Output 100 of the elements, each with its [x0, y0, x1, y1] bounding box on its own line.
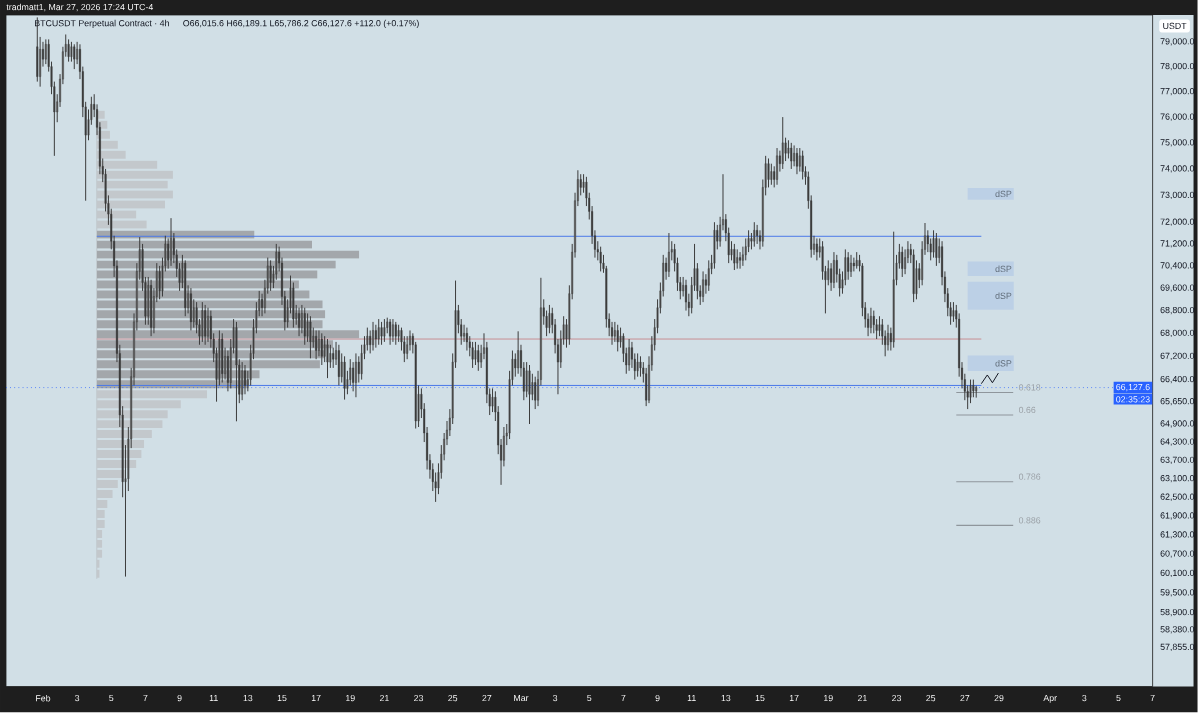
x-tick-label: 5 [109, 695, 114, 702]
bar [96, 520, 105, 529]
candlestick [326, 338, 329, 379]
candlestick [781, 116, 784, 170]
bar [96, 500, 108, 509]
y-tick-label: 60,100.0 [1160, 569, 1195, 578]
bar [96, 550, 103, 559]
y-tick-label: 77,000.0 [1160, 88, 1195, 96]
x-tick-label: 25 [926, 695, 936, 702]
x-tick-label: 11 [209, 695, 218, 702]
candlestick [733, 243, 736, 271]
x-tick-label: Apr [1043, 695, 1057, 704]
x-tick-label: 5 [1116, 695, 1121, 702]
candlestick [235, 321, 238, 423]
x-tick-label: 3 [553, 695, 558, 702]
y-tick-label: 66,400.0 [1160, 376, 1195, 384]
x-tick-label: 19 [346, 695, 355, 702]
candlestick [73, 44, 76, 70]
candlestick [343, 356, 346, 401]
candlestick [935, 232, 938, 267]
y-tick-label: 61,900.0 [1160, 512, 1195, 520]
x-tick-label: 3 [75, 695, 80, 702]
candlestick [269, 260, 272, 292]
x-tick-label: 19 [824, 695, 833, 702]
x-tick-label: 7 [1150, 695, 1155, 702]
annotation: 02:35:23 [1116, 396, 1150, 403]
candlestick [872, 310, 875, 335]
x-tick-label: 15 [277, 695, 287, 702]
y-tick-label: 57,855.0 [1160, 643, 1195, 652]
y-tick-label: 78,000.0 [1160, 63, 1195, 71]
bar [96, 400, 181, 409]
bar [96, 490, 113, 499]
candlestick [892, 231, 895, 349]
y-tick-label: 60,700.0 [1160, 550, 1195, 558]
y-tick-label: 67,200.0 [1160, 352, 1195, 361]
x-tick-label: 17 [789, 695, 799, 702]
x-tick-label: 15 [755, 695, 765, 702]
y-tick-label: 68,800.0 [1160, 307, 1195, 315]
x-tick-label: 27 [482, 695, 492, 702]
y-axis-title: USDT [1163, 23, 1187, 30]
text: O66,015.6 H66,189.1 L65,786.2 C66,127.6 +112.0 (+0.17%) [183, 20, 419, 29]
x-tick-label: 9 [177, 695, 182, 702]
ref-line-label: 66,127.6 [1116, 384, 1150, 392]
bar [96, 510, 105, 519]
x-tick-label: 23 [414, 695, 424, 702]
candlestick [383, 318, 386, 343]
series-label: 0.618 [1018, 384, 1041, 391]
candlestick [394, 321, 397, 346]
x-tick-label: 23 [892, 695, 902, 702]
candlestick [548, 304, 551, 335]
bar [96, 410, 168, 419]
y-tick-label: 76,000.0 [1160, 113, 1195, 121]
candlestick [201, 301, 204, 343]
candlestick [636, 353, 639, 378]
y-tick-label: 72,000.0 [1160, 218, 1195, 227]
x-tick-label: 3 [1082, 695, 1087, 702]
candlestick [855, 251, 858, 270]
y-tick-label: 63,100.0 [1160, 475, 1195, 483]
x-tick-label: 29 [994, 695, 1004, 702]
x-tick-label: 17 [311, 695, 321, 702]
x-tick-label: 11 [687, 695, 696, 702]
bar [96, 540, 103, 549]
y-tick-label: 62,500.0 [1160, 493, 1195, 502]
bar [96, 160, 158, 169]
y-tick-label: 70,400.0 [1160, 262, 1195, 270]
bar [96, 480, 118, 489]
candlestick [221, 333, 224, 384]
x-tick-label: Feb [36, 695, 51, 702]
x-tick-label: 27 [960, 695, 970, 702]
candlestick [616, 324, 619, 353]
candlestick [377, 318, 380, 346]
x-tick-label: 9 [655, 695, 660, 702]
candlestick [303, 307, 306, 346]
x-tick-label: 5 [587, 695, 592, 702]
band-label: dSP [995, 190, 1012, 198]
bar [96, 530, 103, 539]
y-tick-label: 65,650.0 [1160, 398, 1195, 406]
y-tick-label: 79,000.0 [1160, 38, 1195, 46]
y-tick-label: 63,700.0 [1160, 456, 1195, 465]
x-tick-label: 21 [379, 695, 389, 702]
y-tick-label: 58,900.0 [1160, 609, 1195, 617]
band-label: dSP [995, 265, 1012, 273]
candlestick [901, 246, 904, 278]
y-tick-label: 64,900.0 [1160, 420, 1195, 428]
candlestick [528, 364, 531, 425]
text: tradmatt1, Mar 27, 2026 17:24 UTC-4 [6, 3, 154, 12]
band-label: dSP [995, 360, 1012, 367]
x-tick-label: 21 [857, 695, 867, 702]
x-tick-label: 7 [143, 695, 148, 702]
y-tick-label: 59,500.0 [1160, 589, 1195, 597]
candlestick [790, 142, 793, 170]
band-label: dSP [995, 292, 1012, 300]
bar [96, 390, 208, 399]
candlestick [753, 221, 756, 248]
x-tick-label: 7 [621, 695, 626, 702]
candlestick [801, 150, 804, 181]
y-tick-label: 58,380.0 [1160, 626, 1195, 634]
y-tick-label: 68,000.0 [1160, 329, 1195, 338]
y-tick-label: 73,000.0 [1160, 191, 1195, 200]
x-tick-label: 13 [721, 695, 731, 702]
